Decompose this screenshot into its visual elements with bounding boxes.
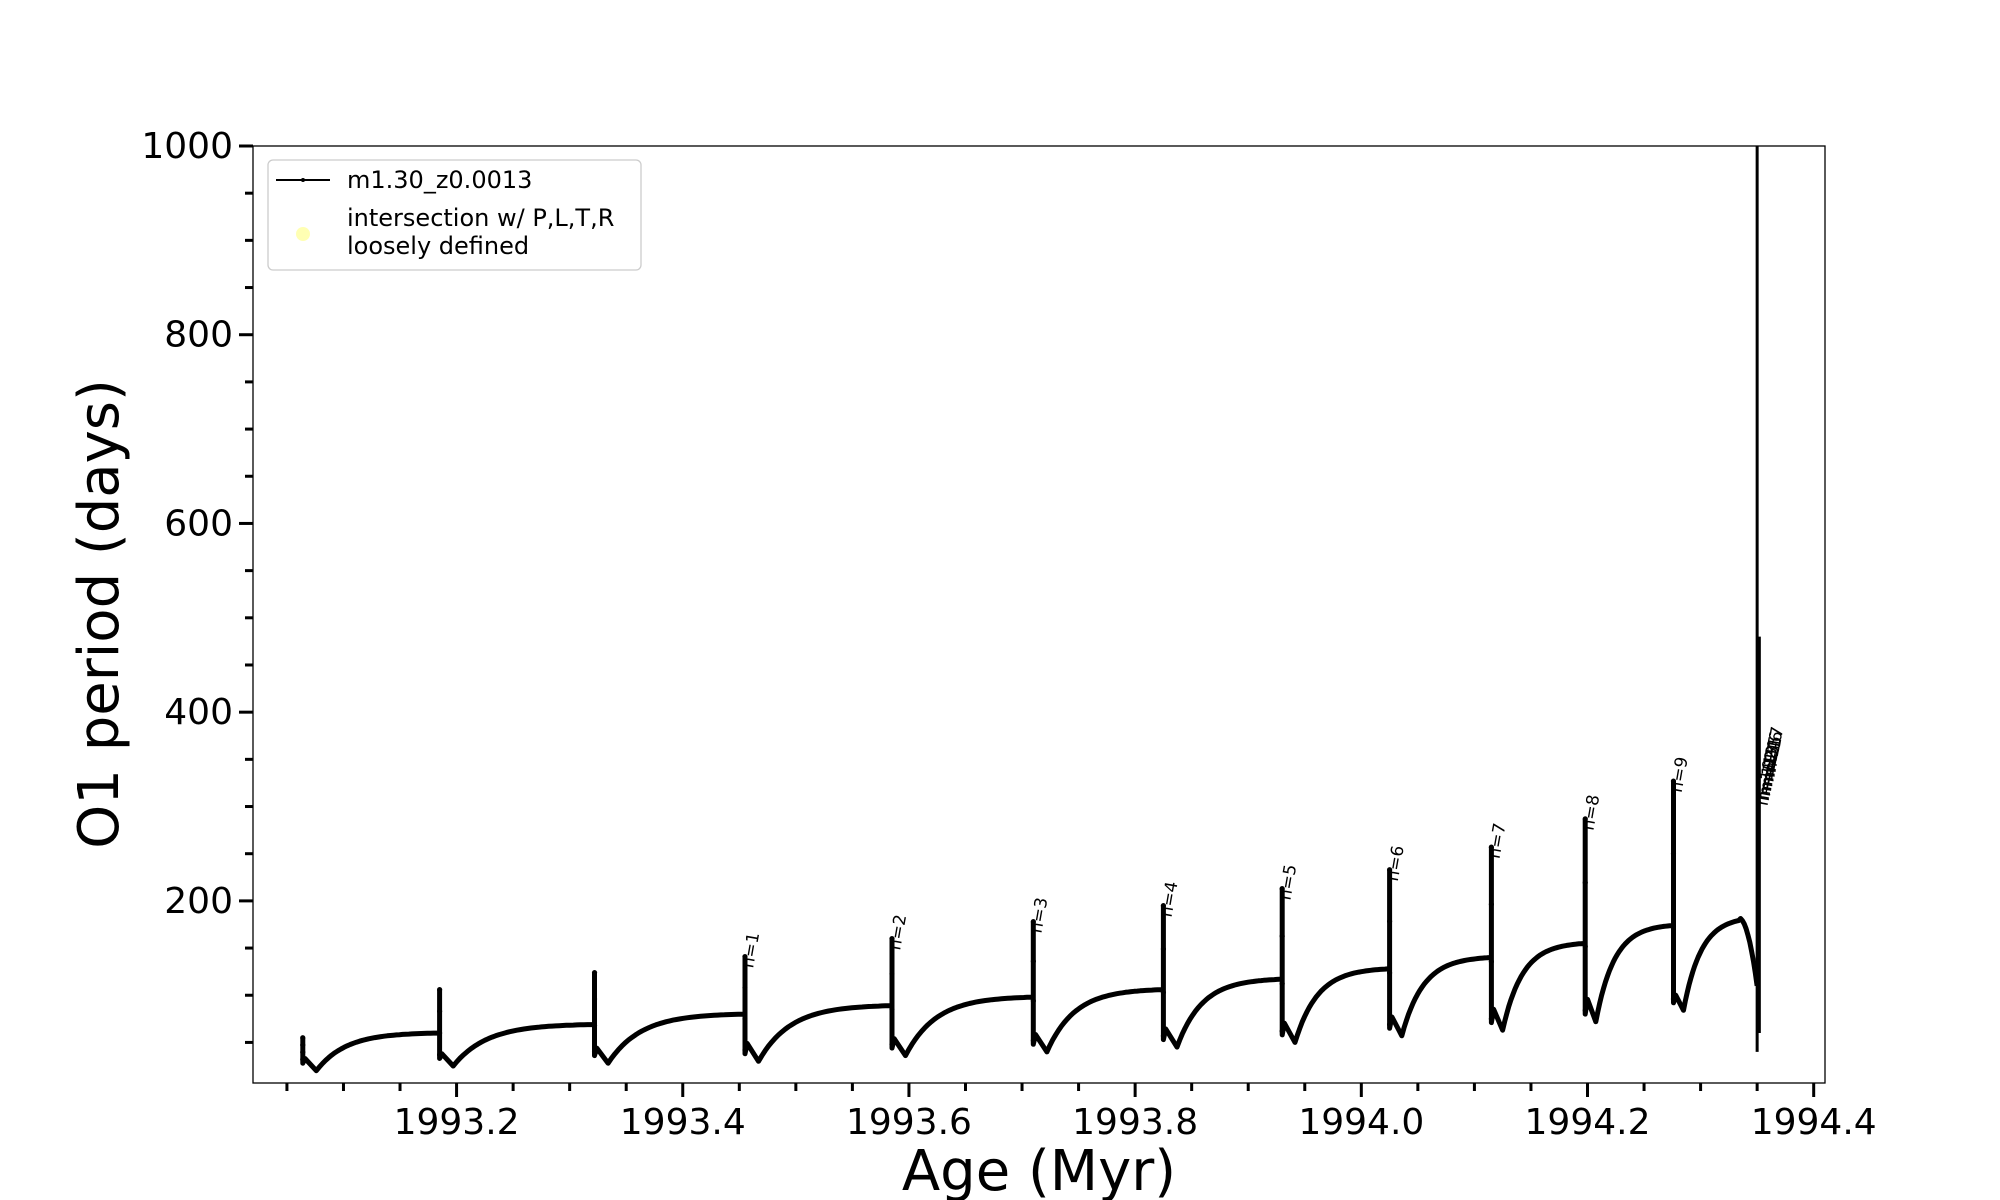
series-point: [742, 1016, 748, 1022]
series-point: [591, 996, 598, 1002]
legend-marker-swatch: [296, 227, 310, 241]
plot-area: [252, 145, 1826, 1084]
data-series: [300, 146, 1761, 1074]
series-point: [1582, 943, 1588, 950]
series-point: [1670, 996, 1677, 1002]
series-point: [1279, 1028, 1285, 1034]
legend-label-intersection-2: loosely defined: [347, 232, 529, 260]
series-point: [1670, 851, 1677, 857]
series-point: [1160, 946, 1167, 952]
series-point: [1030, 958, 1036, 964]
x-tick-label: 1994.4: [1751, 1102, 1877, 1143]
series-line: [300, 781, 1760, 1074]
legend: m1.30_z0.0013 intersection w/ P,L,T,R lo…: [267, 159, 642, 271]
series-point: [300, 1042, 306, 1048]
series-point: [1030, 998, 1036, 1004]
series-point: [889, 1006, 895, 1012]
series-point: [889, 971, 895, 977]
series-point: [591, 969, 598, 976]
y-tick-label: 600: [164, 503, 233, 544]
series-point: [1386, 1021, 1393, 1028]
y-tick-label: 800: [164, 315, 233, 356]
series-point: [437, 1008, 443, 1014]
series-point: [1670, 923, 1677, 929]
series-point: [300, 1056, 306, 1063]
series-point: [437, 986, 443, 993]
series-point: [437, 1030, 443, 1036]
x-tick-label: 1994.2: [1525, 1102, 1651, 1143]
x-axis-title: Age (Myr): [902, 1139, 1176, 1200]
series-point: [591, 1022, 598, 1029]
series-point: [1160, 1033, 1167, 1039]
series-point: [889, 936, 895, 942]
legend-label-intersection-1: intersection w/ P,L,T,R: [347, 204, 614, 232]
series-point: [1582, 880, 1588, 886]
tick-labels: 1993.2 1993.4 1993.6 1993.8 1994.0 1994.2 1994…: [141, 126, 1876, 1143]
series-point: [1386, 867, 1393, 873]
y-tick-label: 200: [164, 881, 233, 922]
x-tick-label: 1993.8: [1072, 1102, 1198, 1143]
series-point: [1279, 933, 1285, 939]
series-point: [742, 953, 748, 960]
series-point: [300, 1035, 306, 1041]
y-tick-label: 400: [164, 692, 233, 733]
series-point: [1488, 844, 1494, 850]
series-point: [742, 985, 748, 991]
series-point: [1030, 919, 1036, 925]
axis-ticks: [239, 144, 1816, 1097]
series-point: [1030, 1037, 1036, 1044]
series-point: [1488, 958, 1494, 965]
series-point: [1488, 901, 1494, 907]
series-point: [300, 1049, 306, 1055]
series-point: [591, 1049, 598, 1055]
x-tick-label: 1993.6: [846, 1102, 972, 1143]
legend-line-marker: [301, 178, 305, 182]
y-tick-label: 1000: [141, 126, 233, 167]
x-tick-label: 1993.2: [394, 1102, 520, 1143]
series-point: [1582, 1007, 1588, 1013]
series-point: [1160, 903, 1167, 909]
series-point: [1386, 970, 1393, 976]
series-point: [1488, 1016, 1494, 1022]
series-point: [742, 1047, 748, 1053]
legend-label-series: m1.30_z0.0013: [347, 166, 532, 194]
series-point: [1386, 918, 1393, 924]
series-point: [1582, 816, 1588, 822]
x-tick-label: 1994.0: [1298, 1102, 1424, 1143]
series-point: [1670, 778, 1677, 784]
series-point: [1279, 981, 1285, 987]
series-point: [1279, 886, 1285, 892]
x-tick-label: 1993.4: [620, 1102, 746, 1143]
legend-box: [267, 159, 642, 271]
series-point: [1160, 989, 1167, 996]
series-point: [889, 1041, 895, 1047]
y-axis-title: O1 period (days): [67, 379, 132, 849]
series-point: [437, 1052, 443, 1058]
